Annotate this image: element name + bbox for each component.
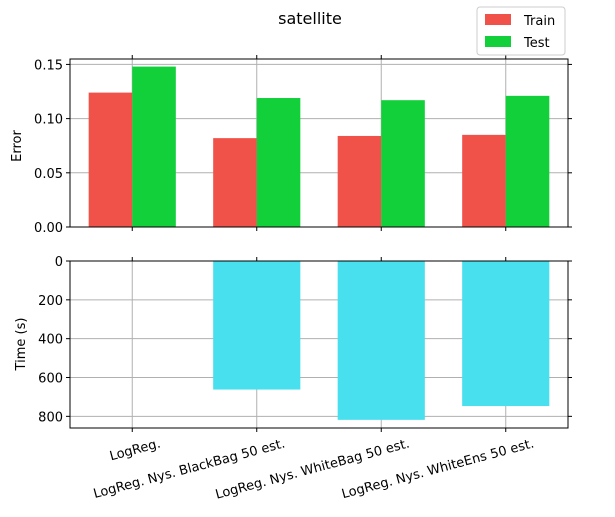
time-axis-label: Time (s) xyxy=(14,318,29,372)
bar-train xyxy=(337,135,382,227)
error-ytick-label: 0.10 xyxy=(34,113,63,128)
bar-time xyxy=(462,261,550,407)
bar-train xyxy=(88,92,133,227)
time-plot: 0 200 400 600 800 xyxy=(38,255,572,432)
chart-title: satellite xyxy=(278,9,342,28)
error-ytick-label: 0.05 xyxy=(34,167,63,182)
legend: Train Test xyxy=(476,6,566,56)
legend-swatch-train xyxy=(485,14,511,25)
bar-train xyxy=(462,134,506,227)
time-ytick-label: 200 xyxy=(38,294,63,309)
legend-label-test: Test xyxy=(523,36,550,51)
bar-time xyxy=(337,261,425,420)
error-ytick-label: 0.00 xyxy=(34,221,63,236)
bar-time xyxy=(213,261,301,390)
category-label: LogReg. xyxy=(108,436,162,464)
time-ytick-label: 400 xyxy=(38,333,63,348)
bar-test xyxy=(381,100,425,227)
bar-test xyxy=(132,66,176,227)
error-axis-label: Error xyxy=(10,130,25,162)
time-ytick-label: 800 xyxy=(38,410,63,425)
error-ytick-label: 0.15 xyxy=(34,58,63,73)
legend-label-train: Train xyxy=(523,14,555,29)
error-plot-frame xyxy=(69,58,569,228)
time-ytick-label: 0 xyxy=(55,255,63,270)
legend-swatch-test xyxy=(485,36,511,47)
bar-test xyxy=(505,95,550,227)
time-plot-frame xyxy=(69,260,569,429)
error-plot: 0.00 0.05 0.10 0.15 xyxy=(34,55,572,236)
time-ytick-label: 600 xyxy=(38,372,63,387)
bar-test xyxy=(256,98,301,228)
category-labels: LogReg.LogReg. Nys. BlackBag 50 est.LogR… xyxy=(92,436,536,502)
bar-train xyxy=(213,138,257,227)
